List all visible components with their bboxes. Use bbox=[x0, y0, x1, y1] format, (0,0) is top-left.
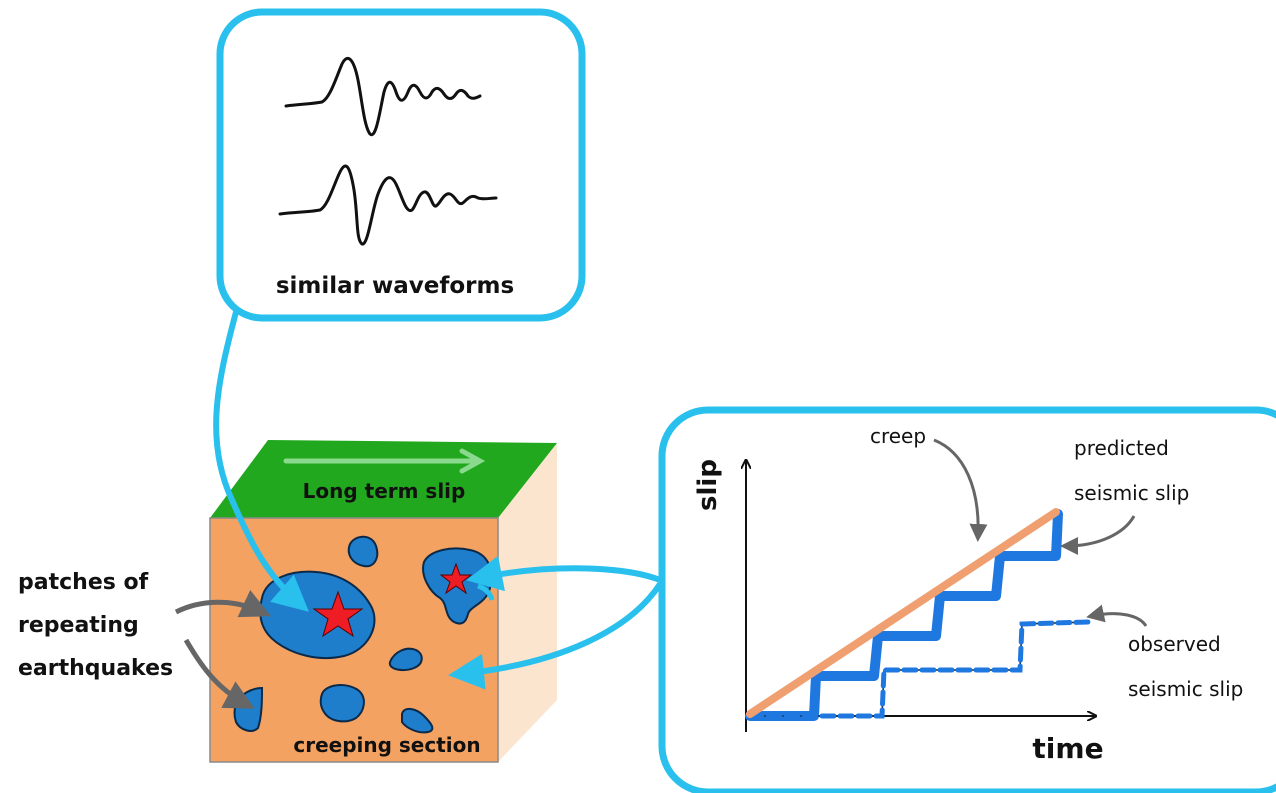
predicted-label-line-1: predicted bbox=[1074, 436, 1169, 460]
earthquake-star-large bbox=[312, 590, 364, 638]
observed-pointer-arrow bbox=[1086, 604, 1148, 627]
observed-seismic-slip-dashes bbox=[747, 619, 1091, 719]
patches-pointer-arrow-1 bbox=[174, 589, 272, 618]
block-side-face bbox=[498, 443, 557, 762]
patches-label-line-3: earthquakes bbox=[18, 656, 173, 681]
creep-line bbox=[746, 508, 1060, 718]
waveform-trace-2 bbox=[278, 164, 498, 246]
waveforms-panel-border bbox=[216, 8, 586, 322]
predicted-pointer-arrow bbox=[1060, 515, 1136, 555]
waveforms-panel: similar waveforms bbox=[216, 8, 586, 322]
patches-label-line-2: repeating bbox=[18, 613, 139, 638]
creep-pointer-arrow bbox=[933, 438, 988, 542]
patch-lower-right bbox=[401, 708, 434, 734]
long-term-slip-label: Long term slip bbox=[303, 479, 466, 503]
patch-small-top bbox=[347, 535, 379, 568]
creep-label: creep bbox=[870, 424, 926, 448]
patches-label-line-1: patches of bbox=[18, 570, 149, 595]
patches-pointer-arrow-2 bbox=[183, 638, 255, 709]
predicted-seismic-slip-line bbox=[745, 509, 1063, 721]
observed-label-line-2: seismic slip bbox=[1128, 677, 1243, 701]
slip-graph-panel: slip time creep predicted seismic slip o… bbox=[658, 406, 1276, 793]
graph-to-patch-connector-lower bbox=[448, 582, 663, 690]
fault-block: Long term slip creeping section bbox=[209, 440, 557, 763]
graph-x-axis-label: time bbox=[1032, 732, 1103, 765]
graph-to-patch-connector-upper bbox=[466, 555, 662, 592]
patch-small-middle bbox=[388, 647, 423, 671]
patch-lower-middle bbox=[319, 684, 365, 723]
patches-label: patches of repeating earthquakes bbox=[18, 570, 272, 709]
predicted-label-line-2: seismic slip bbox=[1074, 481, 1189, 505]
long-term-slip-arrow bbox=[283, 448, 486, 474]
observed-label-line-1: observed bbox=[1128, 632, 1221, 656]
waveforms-to-patch-connector bbox=[213, 311, 310, 612]
graph-y-axis-label: slip bbox=[693, 459, 723, 511]
waveforms-caption: similar waveforms bbox=[276, 273, 514, 299]
connector-hook bbox=[477, 583, 495, 601]
waveform-trace-1 bbox=[284, 57, 482, 137]
creeping-section-label: creeping section bbox=[293, 733, 480, 757]
